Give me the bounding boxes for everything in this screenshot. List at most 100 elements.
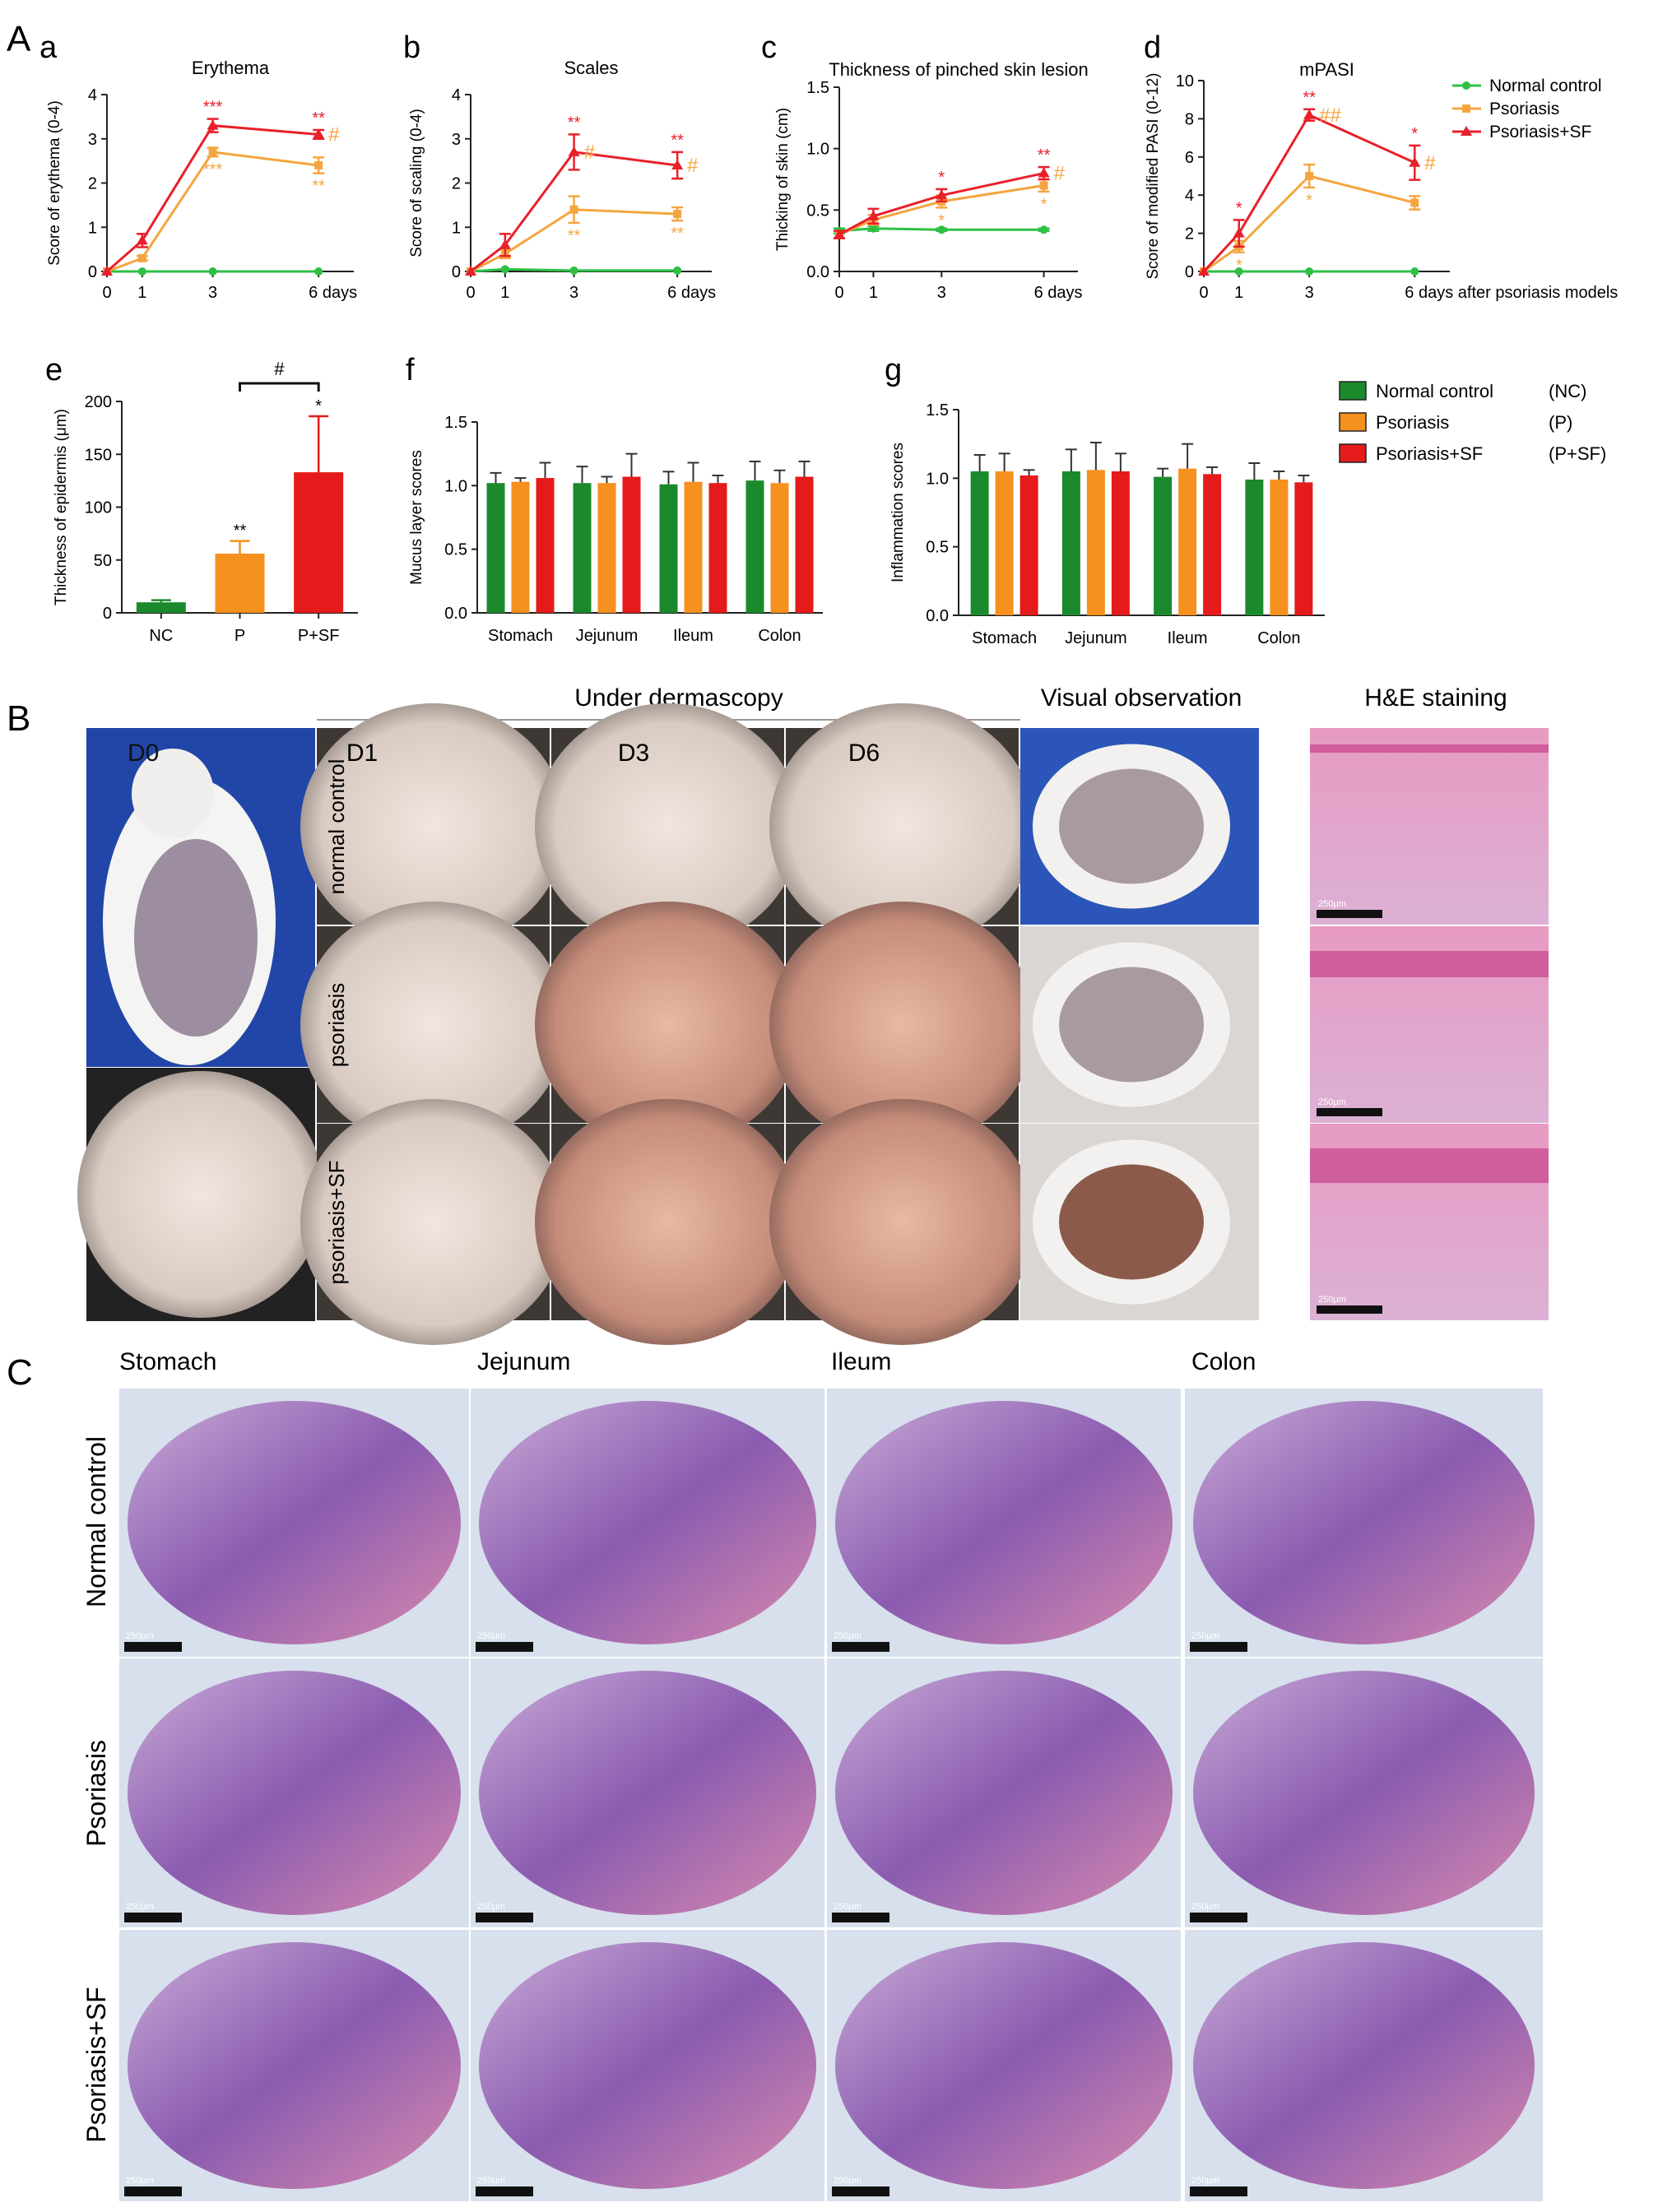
y-axis-label: Score of erythema (0-4) xyxy=(46,100,63,266)
scale-bar-label: 250μm xyxy=(477,1631,505,1641)
column-label: Stomach xyxy=(119,1348,216,1375)
he-photo xyxy=(1310,728,1549,925)
y-tick-label: 1.5 xyxy=(444,414,467,432)
visual-observation-grid xyxy=(1020,728,1259,1320)
dermascope-field xyxy=(535,703,801,949)
data-point xyxy=(1410,198,1419,207)
column-label: Ileum xyxy=(831,1348,891,1375)
day-label: D3 xyxy=(618,740,649,767)
chart-skin-thickness: c Thickness of pinched skin lesion 0.0 0.5 1… xyxy=(761,30,1089,302)
x-tick-label: 3 xyxy=(208,284,217,302)
y-tick-label: 0.0 xyxy=(806,263,829,281)
significance-label: * xyxy=(938,169,945,187)
legend-swatch xyxy=(1339,443,1367,463)
x-tick-label: NC xyxy=(149,627,173,645)
bar xyxy=(1061,471,1080,615)
section-c-histology: Stomach Jejunum Ileum Colon Normal control Ps… xyxy=(81,1348,1543,2201)
legend-abbr: (NC) xyxy=(1549,381,1586,401)
day-label: D6 xyxy=(848,740,880,767)
data-point xyxy=(673,210,682,219)
scale-bar-label: 250μm xyxy=(126,1631,154,1641)
bar xyxy=(1154,476,1173,615)
chart-inflammation: g 0.0 0.5 1.0 1.5 Inflammation scores Stomach J… xyxy=(885,353,1325,647)
data-point xyxy=(1410,267,1419,276)
hash-label: # xyxy=(584,141,596,164)
significance-label: * xyxy=(1041,196,1047,214)
x-tick-label: Stomach xyxy=(488,627,553,645)
x-tick-label: Ileum xyxy=(673,627,713,645)
visual-lesion xyxy=(1059,967,1204,1083)
visual-lesion xyxy=(1059,768,1204,884)
scale-bar xyxy=(832,2186,889,2196)
hash-label: # xyxy=(687,155,699,177)
y-tick-label: 3 xyxy=(88,131,97,149)
tissue-section xyxy=(479,1401,816,1644)
series-line xyxy=(470,151,678,273)
significance-label: ** xyxy=(568,227,581,245)
panel-label-g: g xyxy=(885,353,902,387)
scale-bar-label: 250μm xyxy=(477,2176,505,2186)
bar xyxy=(684,481,703,613)
data-point xyxy=(867,210,880,220)
data-point xyxy=(1303,109,1316,119)
x-tick-label: 3 xyxy=(1305,284,1314,302)
data-point xyxy=(1039,225,1048,234)
hash-label: # xyxy=(1054,163,1066,185)
bar xyxy=(1294,482,1313,615)
bar xyxy=(486,483,505,613)
scale-bar xyxy=(124,1642,182,1652)
data-point xyxy=(671,160,684,169)
scale-bar xyxy=(124,2186,182,2196)
data-point xyxy=(1234,267,1243,276)
panel-label-C: C xyxy=(7,1352,33,1393)
significance-label: * xyxy=(1236,199,1242,217)
significance-label: ** xyxy=(312,109,325,128)
bar xyxy=(770,483,789,613)
y-tick-label: 0.5 xyxy=(926,539,949,557)
tissue-section xyxy=(1193,1942,1535,2189)
y-tick-label: 2 xyxy=(452,175,461,193)
scale-bar-label: 250μm xyxy=(1191,1902,1219,1912)
bar xyxy=(536,478,555,613)
y-tick-label: 4 xyxy=(88,86,97,104)
legend-bar-charts: Normal control (NC) Psoriasis (P) Psoriasis+… xyxy=(1339,381,1606,464)
data-point xyxy=(1305,172,1314,180)
x-tick-label: Jejunum xyxy=(1065,629,1127,647)
bar xyxy=(745,480,764,613)
y-tick-label: 2 xyxy=(1185,225,1194,243)
significance-label: ** xyxy=(234,522,247,540)
y-tick-label: 150 xyxy=(85,446,112,464)
bar xyxy=(1019,475,1038,615)
chart-scales: b Scales 0 1 2 3 4 0 1 3 6 days Score of scaling (0… xyxy=(403,30,716,302)
chart-mucus-layer: f 0.0 0.5 1.0 1.5 Mucus layer scores Stomach Je… xyxy=(406,353,823,645)
data-point xyxy=(1198,266,1210,276)
dermascope-field xyxy=(535,902,801,1148)
panel-label-f: f xyxy=(406,353,415,387)
y-axis-label: Score of scaling (0-4) xyxy=(408,109,425,257)
significance-label: * xyxy=(938,211,945,230)
legend-label: Psoriasis xyxy=(1376,412,1449,433)
x-tick-label: 0 xyxy=(1199,284,1208,302)
data-point xyxy=(869,224,878,233)
header-visual-observation: Visual observation xyxy=(1041,684,1242,712)
panel-label-A: A xyxy=(7,19,31,59)
mouse-shaved-back xyxy=(134,839,258,1036)
y-tick-label: 4 xyxy=(452,86,461,104)
series-line xyxy=(838,183,1044,236)
series-line xyxy=(838,172,1044,236)
y-tick-label: 100 xyxy=(85,499,112,517)
dermascope-field xyxy=(300,902,566,1148)
scale-bar xyxy=(1317,910,1382,918)
x-tick-label: 3 xyxy=(937,284,946,302)
x-tick-label: 1 xyxy=(869,284,878,302)
scale-bar xyxy=(476,1642,533,1652)
y-axis-label: Score of modified PASI (0-12) xyxy=(1145,73,1162,280)
scale-bar xyxy=(1190,1642,1247,1652)
data-point xyxy=(136,234,148,245)
legend-abbr: (P+SF) xyxy=(1549,443,1606,464)
bar xyxy=(136,602,186,613)
bracket-label: # xyxy=(274,359,285,379)
y-axis-label: Mucus layer scores xyxy=(408,450,425,585)
data-point xyxy=(208,147,217,156)
data-point xyxy=(313,128,325,139)
